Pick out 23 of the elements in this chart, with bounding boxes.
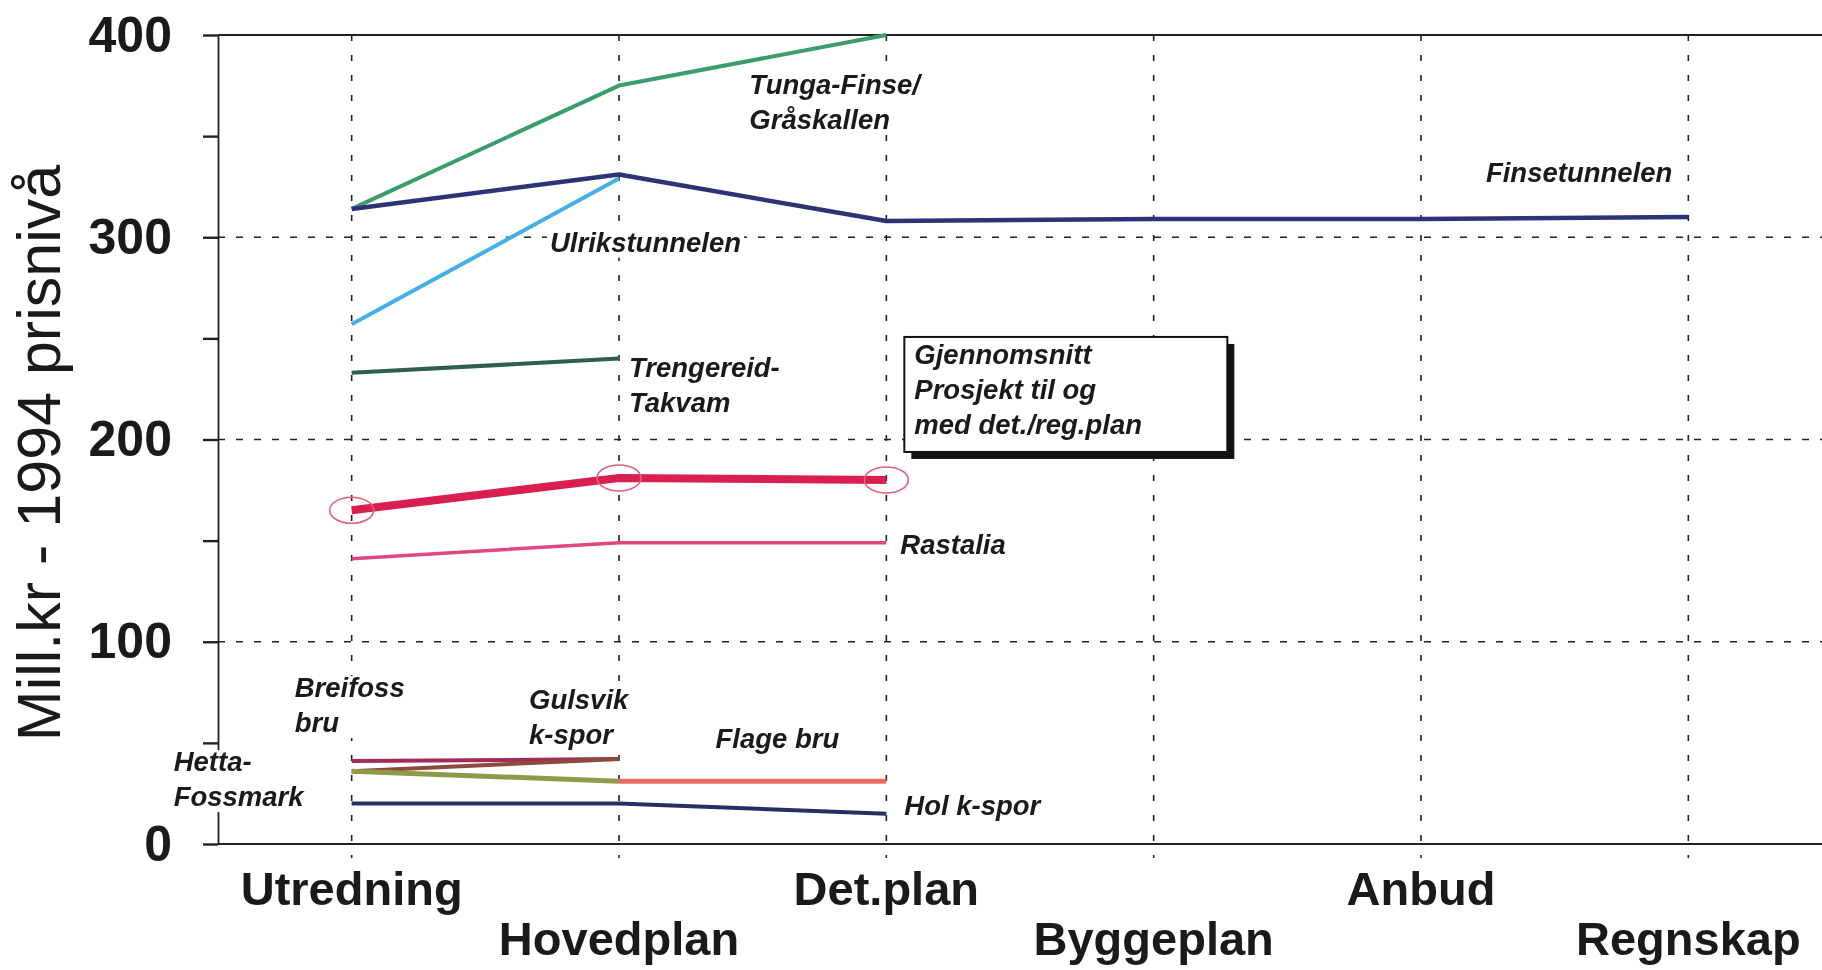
- x-tick-label: Hovedplan: [498, 912, 740, 965]
- y-tick-label: 300: [88, 208, 172, 265]
- x-tick-label: Anbud: [1346, 862, 1496, 915]
- y-tick-label: 400: [88, 6, 172, 63]
- series-label: Flage bru: [715, 723, 840, 755]
- y-axis-title: Mill.kr - 1994 prisnivå: [5, 164, 73, 742]
- series-label: Ulrikstunnelen: [550, 226, 742, 258]
- x-tick-label: Det.plan: [793, 862, 980, 915]
- series-label: Gjennomsnitt Prosjekt til og med det./reg.plan: [914, 338, 1143, 440]
- series-label: Hol k-spor: [904, 789, 1042, 821]
- series-label: Rastalia: [900, 528, 1006, 560]
- x-tick-label: Regnskap: [1576, 912, 1801, 965]
- x-tick-label: Byggeplan: [1033, 912, 1274, 965]
- series-label: Breifoss bru: [294, 672, 405, 739]
- series-label: Gulsvik k-spor: [529, 684, 631, 751]
- series-label: Tunga-Finse/Gråskallen: [749, 69, 924, 135]
- series-label: Trengereid-Takvam: [629, 351, 780, 418]
- x-tick-label: Utredning: [240, 862, 463, 915]
- y-tick-label: 100: [88, 613, 172, 670]
- series-label: Hetta-Fossmark: [173, 746, 306, 813]
- y-tick-label: 0: [144, 815, 172, 872]
- y-tick-label: 200: [88, 411, 172, 467]
- series-label: Finsetunnelen: [1485, 157, 1673, 189]
